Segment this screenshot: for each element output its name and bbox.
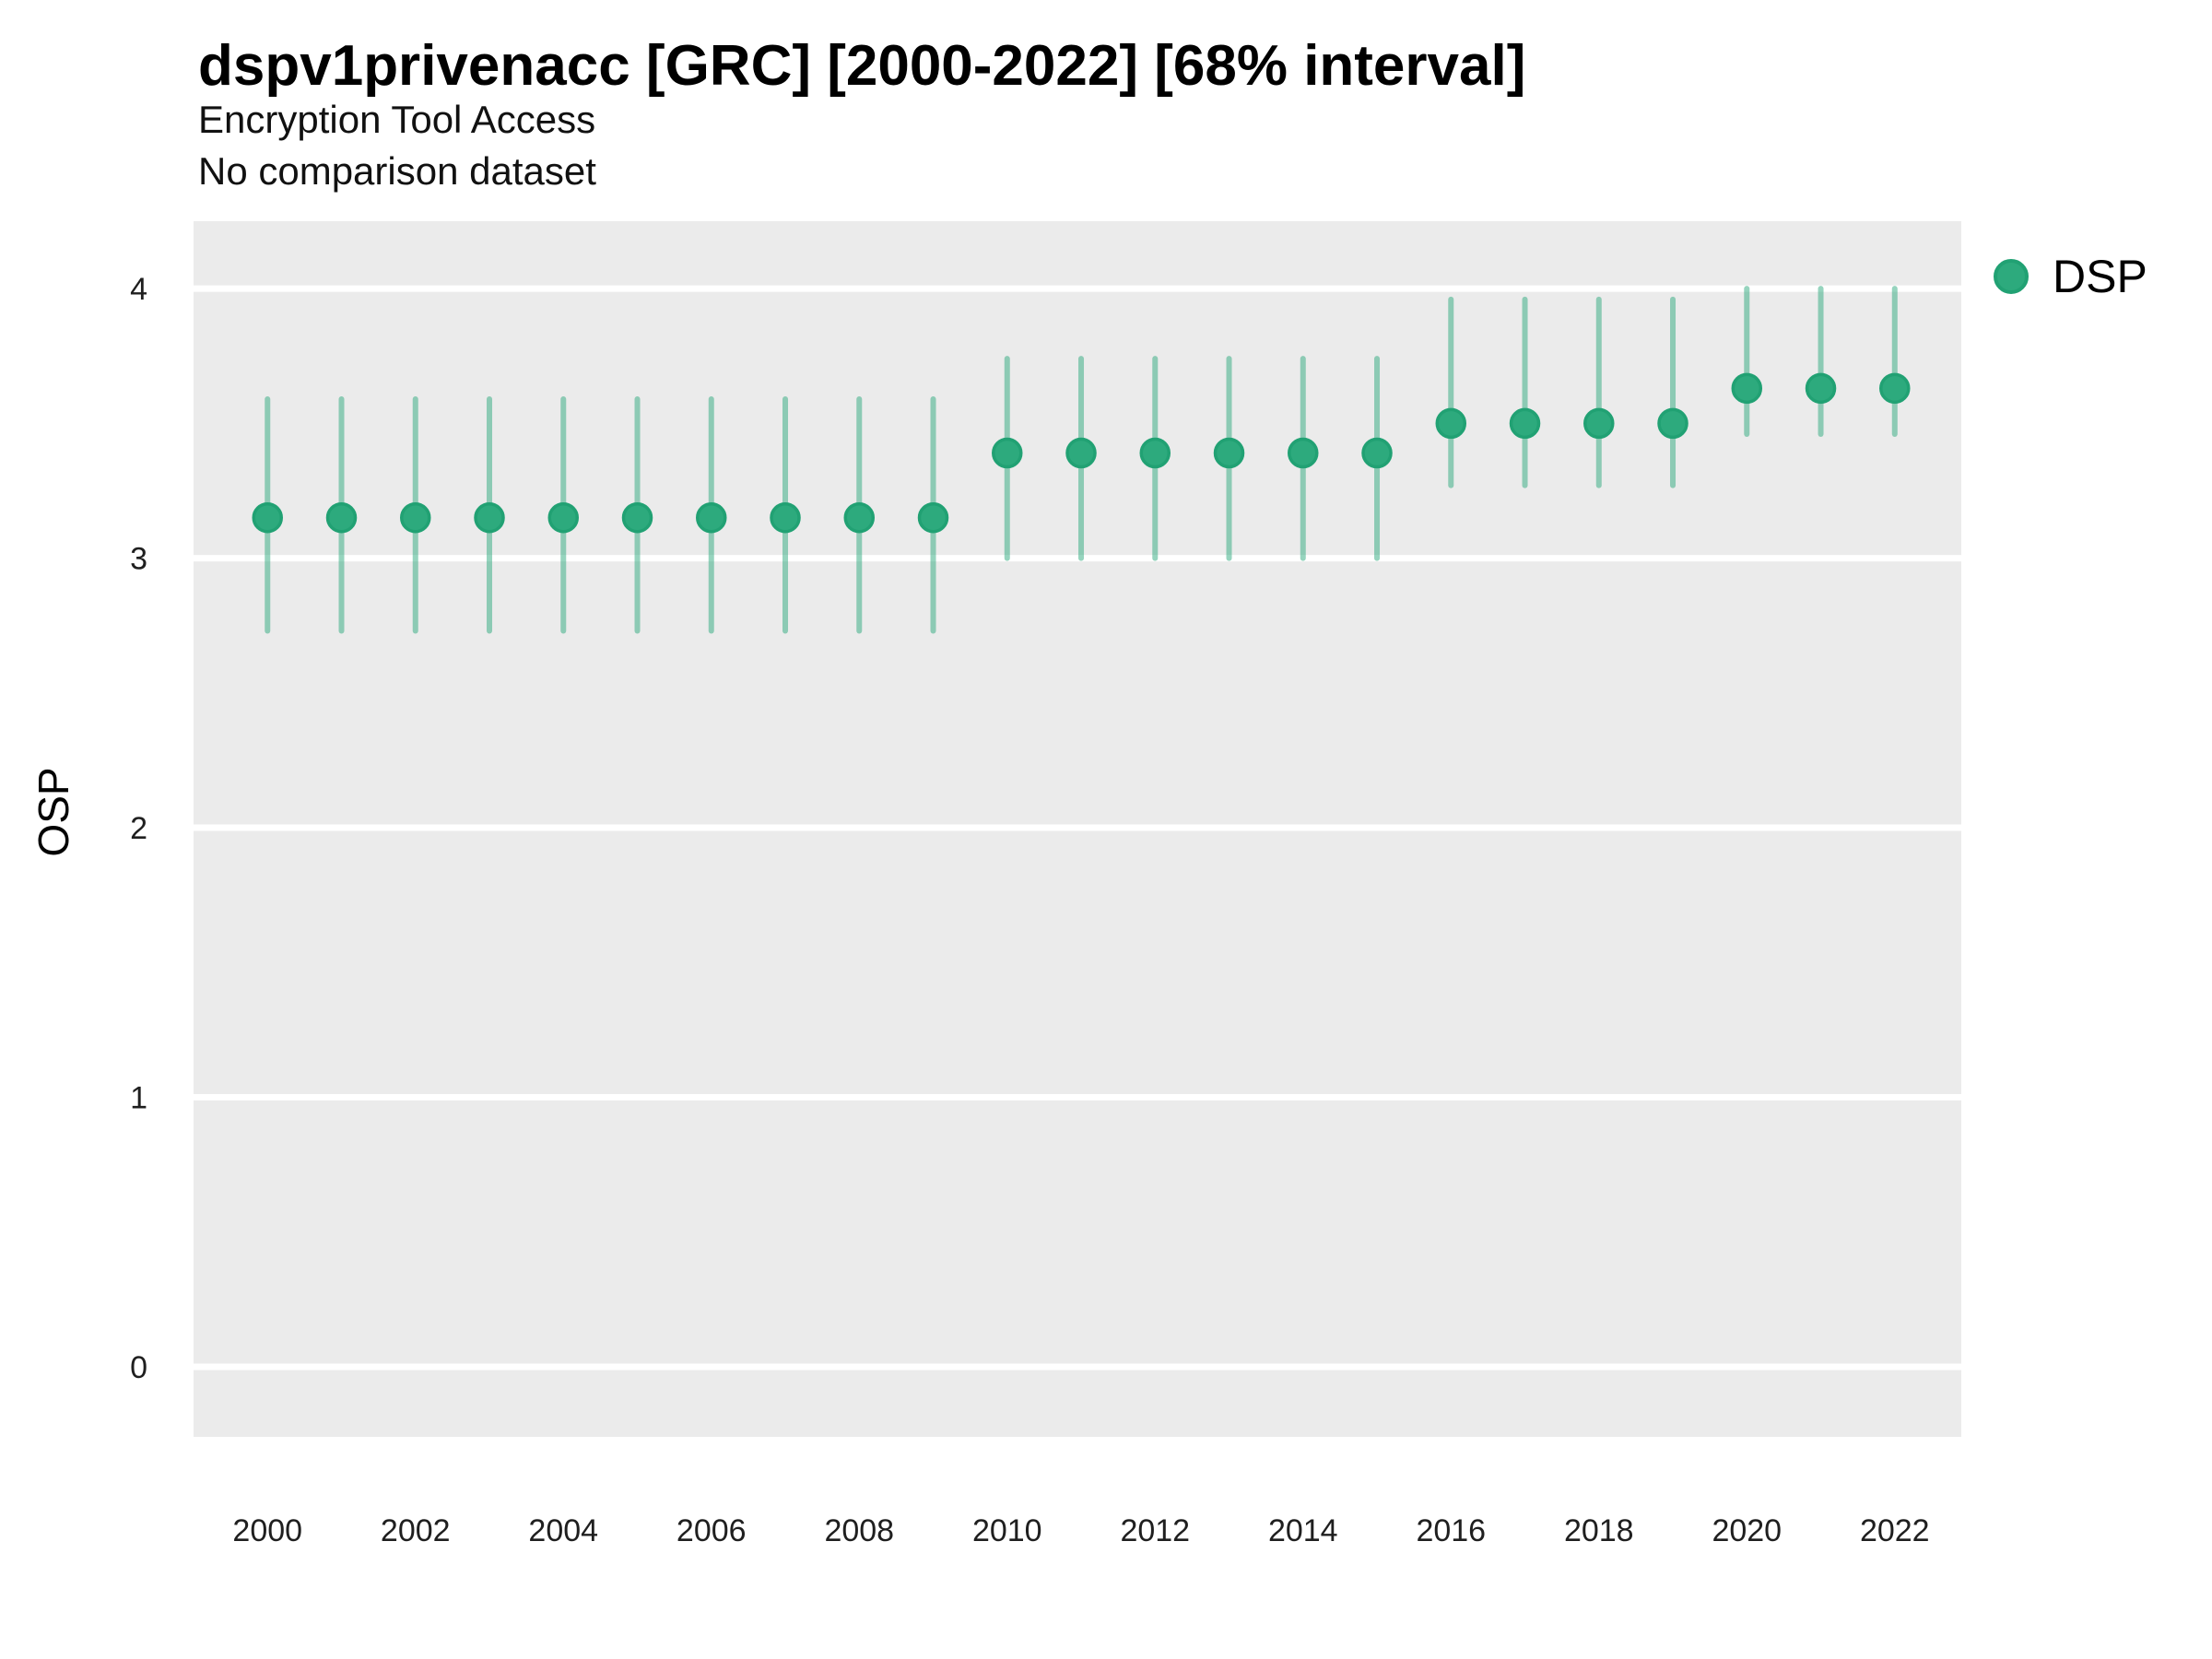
x-tick-label: 2014	[1268, 1513, 1338, 1548]
x-tick-label: 2010	[972, 1513, 1042, 1548]
y-tick-label: 2	[130, 811, 147, 846]
y-tick-label: 0	[130, 1350, 147, 1385]
legend-label-dsp: DSP	[2053, 251, 2147, 302]
point-2012	[1139, 437, 1171, 469]
point-2016	[1435, 407, 1467, 440]
point-2013	[1213, 437, 1245, 469]
x-tick-label: 2022	[1860, 1513, 1930, 1548]
chart-title: dspv1privenacc [GRC] [2000-2022] [68% in…	[198, 34, 1526, 98]
legend-marker-dsp	[1994, 259, 2029, 294]
point-2017	[1509, 407, 1541, 440]
point-2008	[843, 501, 876, 534]
point-2004	[547, 501, 580, 534]
y-tick-label: 4	[130, 272, 147, 307]
legend: DSP	[1994, 250, 2147, 303]
point-2003	[474, 501, 505, 534]
point-2007	[770, 501, 801, 534]
y-tick-label: 1	[130, 1080, 147, 1115]
x-tick-label: 2008	[824, 1513, 894, 1548]
x-tick-label: 2004	[528, 1513, 598, 1548]
point-2021	[1805, 372, 1837, 405]
point-2001	[325, 501, 358, 534]
x-tick-label: 2000	[232, 1513, 302, 1548]
point-2006	[696, 501, 727, 534]
chart-subtitle: Encryption Tool Access	[198, 98, 596, 141]
x-tick-label: 2006	[677, 1513, 747, 1548]
x-tick-label: 2020	[1712, 1513, 1782, 1548]
y-tick-label: 3	[130, 542, 147, 577]
point-2010	[992, 437, 1023, 469]
y-axis-title: OSP	[29, 767, 77, 857]
point-2009	[917, 501, 949, 534]
point-2000	[252, 501, 284, 534]
point-2020	[1731, 372, 1763, 405]
x-tick-label: 2002	[381, 1513, 451, 1548]
x-tick-label: 2016	[1416, 1513, 1486, 1548]
x-tick-label: 2012	[1120, 1513, 1190, 1548]
point-2019	[1657, 407, 1688, 440]
point-2002	[400, 501, 431, 534]
point-2014	[1288, 437, 1319, 469]
point-2015	[1361, 437, 1393, 469]
point-2011	[1065, 437, 1097, 469]
point-2022	[1879, 372, 1911, 405]
point-2005	[621, 501, 653, 534]
chart-note: No comparison dataset	[198, 149, 596, 193]
x-tick-label: 2018	[1564, 1513, 1634, 1548]
point-2018	[1583, 407, 1615, 440]
